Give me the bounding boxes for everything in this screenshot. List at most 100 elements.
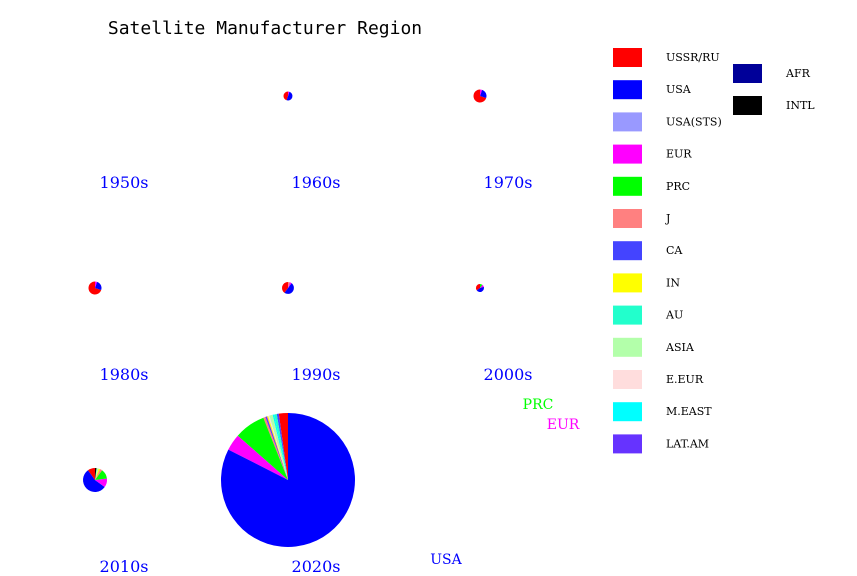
- slice-1990s-usa: [284, 283, 294, 294]
- slice-2000s-prc: [480, 284, 483, 288]
- legend-item-ca: CA: [613, 241, 683, 261]
- pie-1960s: 1960s: [283, 91, 341, 192]
- pie-1980s: 1980s: [88, 281, 149, 384]
- slice-2010s-eur: [95, 478, 108, 488]
- slice-1960s-eur: [288, 91, 290, 96]
- legend-item-in: IN: [613, 273, 680, 293]
- legend-label: LAT.AM: [666, 437, 709, 450]
- legend-label: IN: [666, 276, 680, 289]
- legend-item-usa(sts): USA(STS): [613, 112, 722, 132]
- pie-2000s: 2000s: [475, 284, 533, 384]
- legend-swatch: [613, 402, 642, 422]
- slice-2020s-lat.am: [265, 416, 288, 480]
- chart-title: Satellite Manufacturer Region: [108, 18, 422, 39]
- legend-swatch: [613, 80, 642, 100]
- legend-label: E.EUR: [666, 373, 704, 386]
- slice-1990s-j: [288, 282, 290, 288]
- slice-2000s-usa: [476, 286, 484, 293]
- legend-label: CA: [666, 244, 683, 257]
- slice-1980s-eur: [95, 281, 98, 288]
- legend-label: EUR: [666, 148, 692, 161]
- slice-1980s-ussr/ru: [88, 281, 102, 295]
- legend-swatch: [733, 64, 762, 83]
- slice-1980s-usa: [95, 281, 102, 291]
- legend-item-eur: EUR: [613, 144, 692, 164]
- legend-label: AFR: [785, 67, 811, 80]
- pie-1990s: 1990s: [282, 282, 340, 384]
- slice-2000s-eur: [480, 284, 484, 288]
- legend-swatch: [613, 112, 642, 132]
- legend-item-usa: USA: [613, 80, 692, 100]
- slice-2010s-prc: [95, 470, 107, 480]
- legend-swatch: [613, 434, 642, 454]
- legend-label: USA: [666, 83, 692, 96]
- pie-1970s: 1970s: [473, 89, 533, 192]
- slice-label-prc: PRC: [523, 397, 554, 413]
- slice-2020s-ca: [276, 413, 288, 480]
- slice-label-eur: EUR: [547, 417, 580, 433]
- decade-label-2000s: 2000s: [484, 365, 533, 384]
- legend-item-asia: ASIA: [613, 337, 695, 357]
- legend-swatch: [613, 305, 642, 325]
- slice-2020s-asia: [269, 414, 288, 480]
- legend-swatch: [613, 48, 642, 67]
- legend-swatch: [613, 337, 642, 357]
- slice-2010s-ussr/ru: [87, 468, 95, 480]
- pie-1950s: 1950s: [100, 173, 149, 192]
- slice-2020s-in: [266, 416, 288, 480]
- slice-2010s-asia: [95, 468, 99, 480]
- legend-item-prc: PRC: [613, 176, 690, 196]
- legend-label: J: [665, 212, 670, 225]
- legend-swatch: [613, 241, 642, 261]
- legend-label: USSR/RU: [666, 51, 720, 64]
- legend-label: INTL: [786, 99, 815, 112]
- legend-swatch: [613, 370, 642, 389]
- slice-1960s-ussr/ru: [283, 91, 288, 101]
- legend-item-e.eur: E.EUR: [613, 370, 704, 389]
- slice-label-usa: USA: [430, 552, 462, 568]
- slice-2020s-usa: [220, 413, 355, 547]
- pie-2010s: 2010s: [82, 467, 149, 576]
- slice-2020s-au: [274, 413, 288, 480]
- decade-label-1970s: 1970s: [484, 173, 533, 192]
- legend-swatch: [613, 144, 642, 164]
- slice-2020s-eur: [228, 435, 288, 480]
- decade-label-2020s: 2020s: [292, 557, 341, 576]
- slice-2010s-usa: [82, 470, 105, 493]
- slice-1990s-eur: [288, 282, 292, 288]
- pie-panels: 1950s 1960s 1970s 1980s 1990s 2000s 2010s PRC EU…: [82, 89, 580, 576]
- decade-label-2010s: 2010s: [100, 557, 149, 576]
- slice-1990s-ussr/ru: [282, 282, 288, 293]
- legend-item-m.east: M.EAST: [613, 402, 712, 422]
- legend-swatch: [733, 96, 762, 115]
- decade-label-1960s: 1960s: [292, 173, 341, 192]
- legend-label: ASIA: [665, 341, 695, 354]
- slice-2010s-j: [95, 469, 103, 480]
- legend-label: AU: [665, 309, 683, 322]
- legend-item-afr: AFR: [733, 64, 811, 83]
- legend-swatch: [613, 273, 642, 293]
- decade-label-1950s: 1950s: [100, 173, 149, 192]
- legend-item-au: AU: [613, 305, 683, 325]
- legend-label: M.EAST: [666, 405, 712, 418]
- legend: USSR/RU USA USA(STS) EUR PRC J CA IN AU ASIA E.EUR…: [613, 48, 815, 454]
- legend-label: USA(STS): [666, 115, 722, 128]
- decade-label-1980s: 1980s: [100, 365, 149, 384]
- legend-item-j: J: [613, 209, 670, 228]
- slice-2020s-prc: [237, 417, 288, 480]
- legend-item-ussr/ru: USSR/RU: [613, 48, 720, 67]
- slice-2010s-intl: [95, 467, 97, 480]
- slice-1970s-eur: [480, 89, 483, 96]
- slice-2020s-ussr/ru: [278, 413, 288, 480]
- slice-1970s-usa: [480, 89, 487, 99]
- slice-2020s-j: [263, 416, 288, 480]
- slice-1970s-ussr/ru: [473, 89, 487, 103]
- legend-label: PRC: [666, 180, 690, 193]
- decade-label-1990s: 1990s: [292, 365, 341, 384]
- slice-2010s-in: [95, 468, 101, 480]
- slice-1960s-usa: [286, 91, 293, 101]
- legend-item-lat.am: LAT.AM: [613, 434, 709, 454]
- legend-item-intl: INTL: [733, 96, 815, 115]
- legend-swatch: [613, 176, 642, 196]
